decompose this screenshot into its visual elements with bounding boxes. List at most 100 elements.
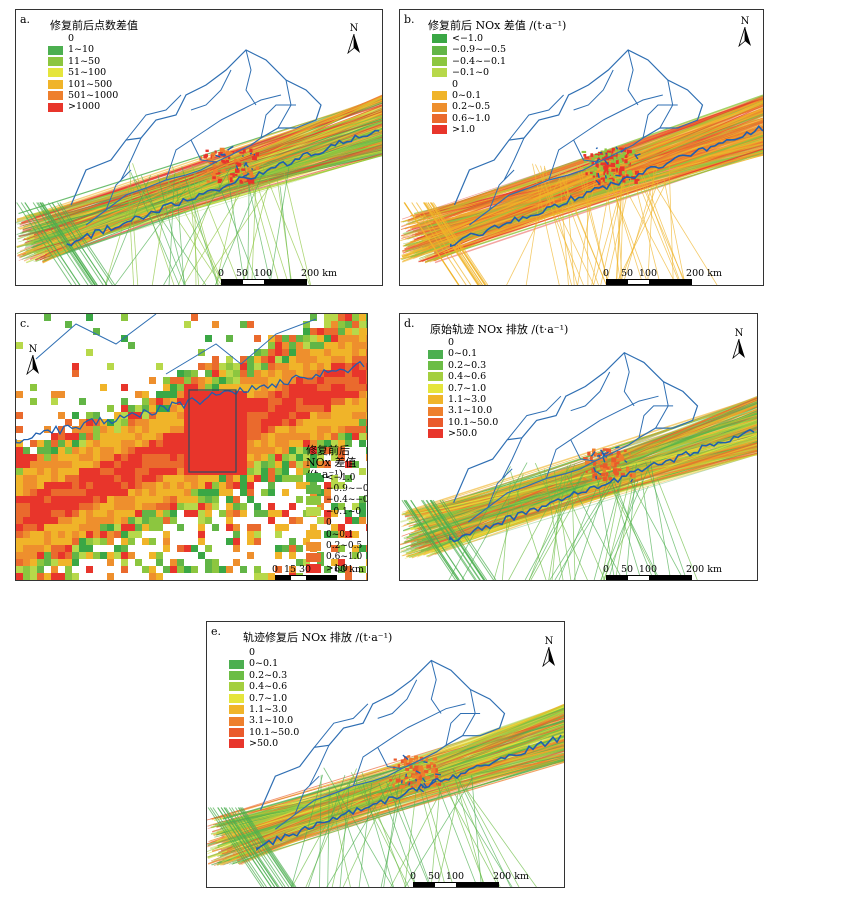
admin-boundaries [70, 49, 322, 226]
legend-label: −0.1~0 [452, 67, 490, 79]
scale-label: 100 [638, 268, 658, 279]
north-label: N [28, 344, 38, 355]
legend-swatch [229, 705, 244, 715]
legend-swatch [428, 417, 443, 427]
legend-swatch [428, 383, 443, 393]
north-arrow-d: N [731, 328, 747, 362]
legend-item: >1000 [48, 101, 118, 112]
panel-label-c: c. [20, 317, 30, 330]
legend-b: <−1.0 −0.9~−0.5 −0.4~−0.1 −0.1~0 0 0~0.1 0.2~0… [432, 33, 506, 136]
map-panel-d: d. 原始轨迹 NOx 排放 /(t·a⁻¹) 0 0~0.1 0.2~0.3 0.4… [399, 313, 758, 581]
legend-swatch [48, 79, 63, 89]
legend-item: 3.1~10.0 [428, 405, 498, 416]
legend-label: −0.9~−0.5 [452, 44, 507, 56]
legend-item: 0 [432, 79, 506, 90]
map-canvas-e [207, 659, 564, 887]
legend-swatch [432, 125, 447, 135]
legend-label: 1~10 [68, 44, 95, 56]
legend-label: >50.0 [448, 428, 478, 440]
panel-title-c: 修复前后 NOx 差值 /(t·a⁻¹) [306, 444, 357, 481]
legend-label: <−1.0 [326, 472, 356, 483]
legend-item: 0.4~0.6 [428, 371, 498, 382]
legend-item: −0.4~−0.1 [306, 495, 367, 506]
scale-label: 200 km [686, 564, 722, 575]
legend-label: 0 [452, 78, 459, 90]
legend-c: <−1.0−0.9~−0.5−0.4~−0.1−0.1~000~0.10.2~0… [306, 472, 367, 575]
map-panel-c: c. 修复前后 NOx 差值 /(t·a⁻¹) <−1.0−0.9~−0.5−0… [15, 313, 368, 581]
legend-item: 0~0.1 [428, 348, 498, 359]
legend-label: −0.4~−0.1 [452, 55, 507, 67]
zoom-extent-box [188, 389, 237, 473]
legend-swatch [229, 682, 244, 692]
legend-item: >1.0 [432, 124, 506, 135]
admin-boundaries [453, 49, 704, 226]
legend-label: 0.2~0.3 [249, 669, 288, 681]
legend-label: 3.1~10.0 [249, 715, 294, 727]
scale-bar-b: 0 50 100 200 km [602, 268, 722, 285]
legend-swatch [306, 495, 321, 505]
legend-item: 0~0.1 [229, 658, 299, 669]
scale-label: 100 [638, 564, 658, 575]
legend-swatch [306, 519, 321, 528]
legend-d: 0 0~0.1 0.2~0.3 0.4~0.6 0.7~1.0 1.1~3.0 3.1~10… [428, 337, 498, 440]
legend-item: 0 [229, 647, 299, 658]
legend-swatch [48, 91, 63, 101]
ship-emission-tracks [400, 395, 757, 580]
legend-swatch [48, 56, 63, 66]
legend-label: 10.1~50.0 [249, 726, 300, 738]
north-label: N [740, 16, 750, 27]
scale-label: 0 [271, 564, 279, 575]
legend-item: 0.2~0.5 [432, 101, 506, 112]
legend-swatch [432, 34, 447, 44]
legend-swatch [432, 80, 447, 89]
scale-label: 200 km [686, 268, 722, 279]
ship-emission-tracks [16, 94, 382, 285]
legend-label: 0 [326, 518, 332, 529]
legend-swatch [428, 360, 443, 370]
legend-label: 0.6~1.0 [326, 552, 363, 563]
legend-item: −0.1~0 [306, 506, 367, 517]
legend-e: 0 0~0.1 0.2~0.3 0.4~0.6 0.7~1.0 1.1~3.0 3.1~10… [229, 647, 299, 750]
north-arrow-a: N [346, 23, 362, 57]
legend-swatch [48, 68, 63, 78]
north-arrow-b: N [737, 16, 753, 50]
legend-swatch [229, 659, 244, 669]
legend-item: 10.1~50.0 [428, 417, 498, 428]
scale-label: 200 km [301, 268, 337, 279]
north-arrow-icon [542, 646, 555, 668]
legend-swatch [432, 68, 447, 78]
legend-item: <−1.0 [432, 33, 506, 44]
panel-title-b: 修复前后 NOx 差值 /(t·a⁻¹) [428, 19, 567, 32]
legend-item: 0 [306, 518, 367, 529]
panel-label-e: e. [211, 625, 222, 638]
legend-label: 0~0.1 [448, 348, 478, 360]
legend-swatch [306, 541, 321, 551]
legend-swatch [306, 484, 321, 494]
legend-label: 0.4~0.6 [448, 371, 487, 383]
scale-bar-d: 0 50 100 200 km [603, 564, 722, 580]
legend-item: −0.4~−0.1 [432, 56, 506, 67]
legend-item: <−1.0 [306, 472, 367, 483]
coastline [66, 129, 380, 247]
legend-label: −0.4~−0.1 [326, 495, 367, 506]
north-arrow-icon [347, 33, 360, 55]
scale-label: 0 [602, 268, 610, 279]
legend-label: −0.9~−0.5 [326, 484, 367, 495]
legend-item: 1.1~3.0 [428, 394, 498, 405]
coastline [16, 360, 365, 444]
legend-swatch [229, 739, 244, 749]
legend-swatch [432, 102, 447, 112]
legend-item: 0 [48, 33, 118, 44]
scale-label: 0 [217, 268, 225, 279]
legend-swatch [306, 530, 321, 540]
scale-bar-c: 0 15 30 60 km [271, 564, 364, 580]
coastline [449, 125, 763, 248]
north-label: N [544, 636, 554, 647]
scale-label: 50 [427, 871, 441, 882]
admin-boundaries [453, 351, 699, 523]
scale-bar-graphic [606, 279, 692, 285]
legend-item: >1.0 [306, 563, 367, 574]
legend-swatch [306, 564, 321, 574]
scale-bar-graphic [606, 575, 692, 580]
legend-item: >50.0 [428, 428, 498, 439]
